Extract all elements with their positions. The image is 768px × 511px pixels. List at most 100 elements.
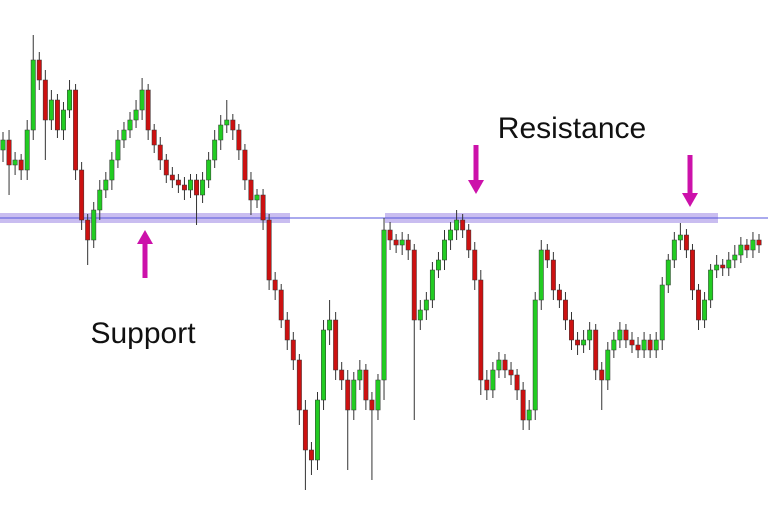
- candle-body: [302, 409, 308, 451]
- arrows: [137, 145, 698, 278]
- candle-body: [0, 139, 6, 151]
- candle-body: [12, 159, 18, 166]
- candle-body: [599, 369, 605, 381]
- candle-body: [411, 249, 417, 321]
- candle-body: [617, 329, 623, 341]
- candle-body: [139, 89, 145, 111]
- candle-body: [175, 179, 181, 186]
- candle-body: [696, 289, 701, 321]
- candle-body: [460, 219, 466, 231]
- candle-body: [496, 359, 502, 371]
- candle-body: [405, 239, 411, 251]
- candle-body: [514, 374, 520, 391]
- candle-body: [454, 219, 460, 231]
- candle-body: [109, 159, 115, 181]
- candle-body: [272, 279, 278, 291]
- candle-body: [665, 259, 671, 286]
- candle-body: [708, 269, 714, 301]
- candle-body: [387, 229, 393, 241]
- candle-body: [556, 289, 562, 301]
- candle-body: [103, 179, 109, 191]
- candle-body: [115, 139, 121, 161]
- candle-body: [224, 119, 230, 126]
- candle-body: [351, 379, 357, 411]
- candle-body: [48, 99, 54, 121]
- candle-body: [194, 179, 199, 196]
- candle-body: [520, 389, 526, 421]
- candle-body: [563, 299, 568, 321]
- candle-body: [448, 229, 454, 241]
- candle-body: [538, 249, 544, 301]
- candle-body: [466, 229, 472, 251]
- candle-body: [690, 249, 695, 291]
- candle-body: [91, 209, 97, 241]
- candle-body: [526, 409, 532, 421]
- candle-body: [357, 369, 363, 381]
- candle-body: [490, 369, 496, 391]
- candle-body: [363, 369, 369, 401]
- candle-body: [163, 159, 169, 176]
- candle-body: [550, 259, 556, 291]
- candle-body: [315, 399, 320, 461]
- candle-body: [36, 59, 42, 81]
- candle-body: [248, 179, 254, 201]
- candle-body: [484, 379, 490, 391]
- resistance-arrow-head: [682, 193, 698, 207]
- candle-body: [145, 89, 151, 131]
- candle-body: [750, 239, 756, 251]
- candle-body: [181, 184, 187, 191]
- candle-body: [6, 139, 12, 166]
- candle-body: [61, 109, 66, 131]
- candle-body: [399, 239, 405, 246]
- candle-body: [266, 219, 272, 281]
- candle-body: [54, 99, 60, 131]
- candle-body: [254, 194, 260, 201]
- candle-body: [726, 259, 732, 269]
- resistance-label: Resistance: [498, 112, 646, 145]
- candle-body: [677, 234, 683, 241]
- candle-body: [375, 379, 381, 411]
- candle-body: [544, 249, 550, 261]
- candle-body: [339, 369, 345, 381]
- candle-body: [442, 239, 447, 261]
- candle-body: [212, 139, 218, 161]
- candle-body: [641, 339, 647, 351]
- candle-body: [436, 259, 441, 271]
- candle-body: [127, 119, 133, 131]
- candle-body: [683, 234, 689, 251]
- candle-body: [242, 149, 248, 181]
- candle-body: [42, 79, 48, 121]
- candle-body: [647, 339, 653, 351]
- candle-body: [569, 319, 574, 341]
- candle-body: [200, 179, 206, 196]
- candle-body: [30, 59, 36, 131]
- candle-body: [24, 129, 30, 171]
- candle-body: [423, 299, 429, 311]
- candle-body: [605, 349, 611, 381]
- candle-body: [720, 264, 726, 269]
- candle-body: [67, 89, 72, 111]
- candle-body: [296, 359, 302, 411]
- candle-body: [575, 339, 581, 346]
- candle-body: [345, 379, 351, 411]
- candle-body: [381, 229, 387, 381]
- candle-body: [369, 399, 375, 411]
- candle-body: [79, 169, 85, 221]
- candle-body: [321, 329, 326, 401]
- candle-body: [290, 339, 296, 361]
- support-arrow-head: [137, 230, 153, 244]
- resistance-arrow-head: [468, 180, 484, 194]
- candle-body: [333, 319, 339, 371]
- candle-body: [629, 339, 635, 346]
- candle-body: [230, 119, 236, 131]
- candle-body: [738, 244, 744, 256]
- candle-body: [671, 239, 677, 261]
- candle-body: [393, 239, 399, 246]
- candle-body: [278, 289, 284, 321]
- candles: [0, 35, 768, 490]
- candle-body: [732, 254, 738, 261]
- candle-body: [218, 124, 224, 141]
- candle-body: [308, 449, 314, 461]
- candle-body: [260, 194, 266, 221]
